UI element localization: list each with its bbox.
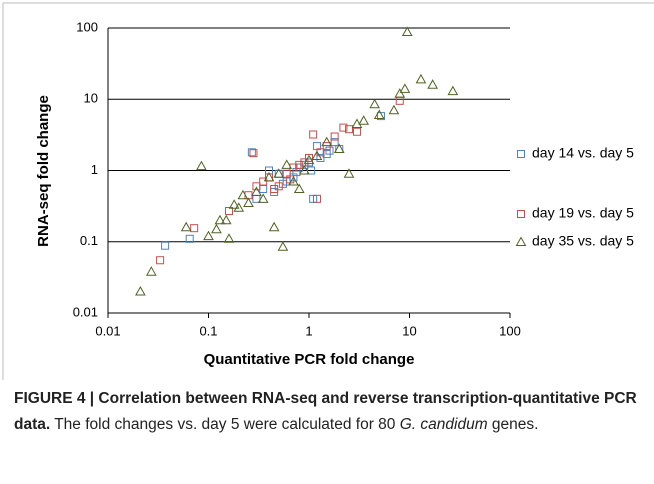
point xyxy=(369,98,381,109)
point xyxy=(220,214,232,225)
caption-species: G. candidum xyxy=(399,416,488,433)
point xyxy=(259,177,268,186)
point xyxy=(281,159,293,169)
point xyxy=(339,123,348,132)
point xyxy=(263,171,275,182)
caption-text-end: genes. xyxy=(487,416,539,433)
point xyxy=(325,146,334,155)
point xyxy=(249,149,258,158)
point xyxy=(299,164,310,175)
point xyxy=(257,193,269,203)
point xyxy=(196,160,207,171)
y-axis-title: RNA-seq fold change xyxy=(35,95,52,247)
point xyxy=(311,150,323,160)
x-axis-title: Quantitative PCR fold change xyxy=(204,351,415,368)
x-tick-label: 1 xyxy=(305,323,312,338)
point xyxy=(135,286,146,296)
point xyxy=(344,125,353,134)
point xyxy=(190,224,199,233)
point xyxy=(268,221,280,232)
point xyxy=(289,163,298,172)
point xyxy=(145,266,157,276)
x-tick-label: 0.1 xyxy=(199,323,217,338)
point xyxy=(399,83,411,93)
point xyxy=(180,221,192,232)
point xyxy=(214,214,226,225)
point xyxy=(415,73,427,84)
point xyxy=(156,256,165,265)
point xyxy=(305,153,313,162)
legend-marker xyxy=(517,150,525,158)
legend-label: day 14 vs. day 5 xyxy=(532,145,634,161)
point xyxy=(427,79,439,89)
chart: Quantitative PCR fold change RNA-seq fol… xyxy=(2,2,654,380)
point xyxy=(247,148,256,157)
point xyxy=(203,230,214,241)
caption-label: FIGURE 4 | Correlation between RNA-seq a… xyxy=(14,390,637,433)
point xyxy=(251,186,262,196)
x-tick-label: 100 xyxy=(499,323,521,338)
point xyxy=(252,182,261,191)
point xyxy=(388,104,400,115)
point xyxy=(228,199,240,209)
point xyxy=(343,168,355,178)
y-tick-label: 0.1 xyxy=(80,233,98,248)
legend-label: day 19 vs. day 5 xyxy=(532,205,634,221)
point xyxy=(273,168,285,178)
point xyxy=(395,96,404,105)
caption-text: The fold changes vs. day 5 were calculat… xyxy=(54,416,400,433)
point xyxy=(307,166,316,175)
point xyxy=(278,179,287,188)
point xyxy=(259,184,268,193)
caption: FIGURE 4 | Correlation between RNA-seq a… xyxy=(14,386,644,438)
point xyxy=(161,241,170,250)
x-tick-label: 10 xyxy=(402,323,416,338)
point xyxy=(447,85,459,96)
legend-label: day 35 vs. day 5 xyxy=(532,233,634,249)
point xyxy=(243,197,254,207)
point xyxy=(312,194,321,203)
point xyxy=(233,202,245,212)
point xyxy=(352,127,361,136)
point xyxy=(303,154,315,165)
legend-marker xyxy=(515,236,527,246)
point xyxy=(309,130,318,139)
y-tick-label: 10 xyxy=(84,91,98,106)
point xyxy=(330,138,339,147)
point xyxy=(293,183,305,193)
y-tick-label: 0.01 xyxy=(73,304,98,319)
point xyxy=(358,115,370,125)
point xyxy=(373,109,385,120)
point xyxy=(277,241,289,251)
point xyxy=(288,176,299,186)
point xyxy=(223,233,235,243)
point xyxy=(225,207,234,216)
point xyxy=(330,132,339,141)
point xyxy=(333,143,345,154)
point xyxy=(237,189,249,200)
y-tick-label: 1 xyxy=(91,162,98,177)
point xyxy=(211,223,222,234)
point xyxy=(394,88,406,98)
y-tick-label: 100 xyxy=(76,19,98,34)
point xyxy=(300,160,309,169)
point xyxy=(270,184,279,193)
x-tick-label: 0.01 xyxy=(95,323,120,338)
point xyxy=(185,234,194,243)
point xyxy=(295,160,304,169)
point xyxy=(274,182,283,191)
point xyxy=(321,136,333,147)
legend-marker xyxy=(517,210,525,218)
point xyxy=(401,26,413,36)
